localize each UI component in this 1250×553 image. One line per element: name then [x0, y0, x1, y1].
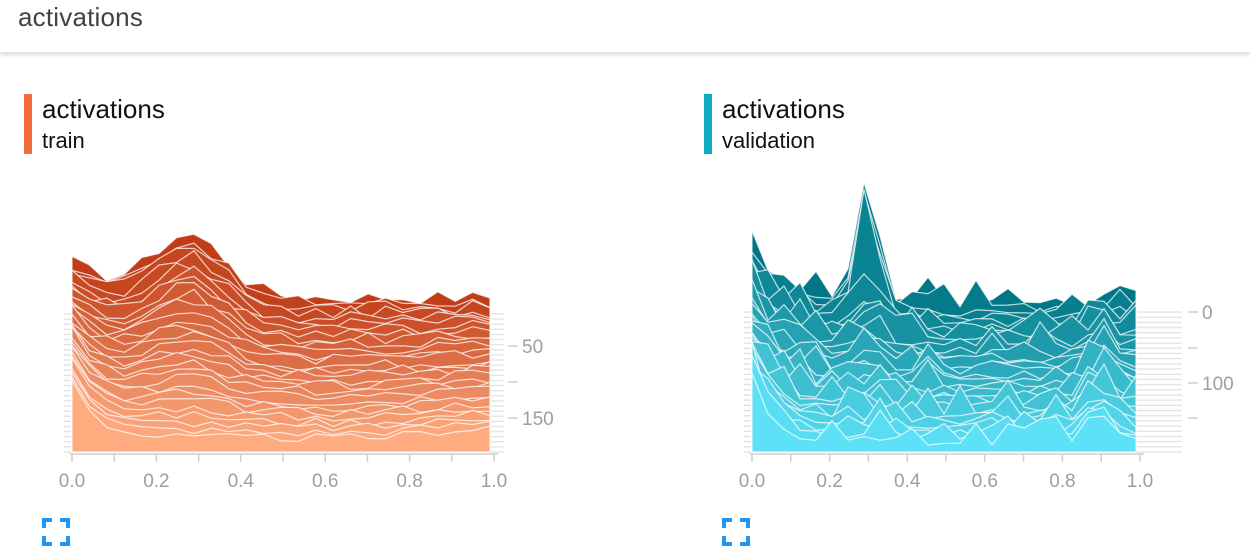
- x-tick-label: 0.4: [894, 471, 921, 492]
- x-tick-label: 0.6: [972, 471, 998, 492]
- card-title: activations: [722, 94, 845, 124]
- run-color-indicator: [24, 94, 32, 154]
- y-tick-label: 0: [1202, 303, 1213, 324]
- histogram-chart-train: 0.0 0.2 0.4 0.6 0.8 1.0 50 150: [59, 233, 554, 492]
- histogram-slice: [751, 355, 1137, 432]
- expand-icon[interactable]: [721, 517, 751, 547]
- histogram-slice: [71, 355, 491, 433]
- histogram-chart-validation: 0.0 0.2 0.4 0.6 0.8 1.0 0 100: [739, 182, 1234, 492]
- histogram-slice: [751, 372, 1137, 453]
- x-tick-label: 0.0: [59, 471, 85, 492]
- card-run-name: validation: [722, 128, 815, 153]
- x-tick-label: 1.0: [1127, 471, 1153, 492]
- card-title: activations: [42, 94, 165, 124]
- run-color-indicator: [704, 94, 712, 154]
- x-tick-label: 0.2: [143, 471, 169, 492]
- histogram-slice: [71, 374, 491, 448]
- x-tick-label: 0.8: [396, 471, 422, 492]
- x-tick-label: 0.6: [312, 471, 338, 492]
- histogram-slice: [71, 354, 491, 428]
- x-tick-label: 0.4: [228, 471, 255, 492]
- histogram-card-validation: activations validation 0.0 0.2 0.4 0.6 0.8 1.…: [704, 92, 1250, 553]
- histogram-card-train: activations train 0.0 0.2 0.4 0.6 0.8 1.0 50 15…: [24, 92, 584, 553]
- x-tick-label: 0.2: [816, 471, 842, 492]
- card-run-name: train: [42, 128, 85, 153]
- x-tick-label: 1.0: [481, 471, 507, 492]
- y-tick-label: 50: [522, 337, 543, 358]
- histogram-slice: [71, 370, 491, 443]
- y-tick-label: 150: [522, 409, 554, 430]
- dashboard-title: activations: [18, 2, 144, 32]
- y-tick-label: 100: [1202, 374, 1234, 395]
- expand-icon[interactable]: [41, 517, 71, 547]
- dashboard-header: activations: [0, 0, 1250, 53]
- x-tick-label: 0.8: [1049, 471, 1075, 492]
- x-tick-label: 0.0: [739, 471, 765, 492]
- histogram-slice: [71, 378, 491, 453]
